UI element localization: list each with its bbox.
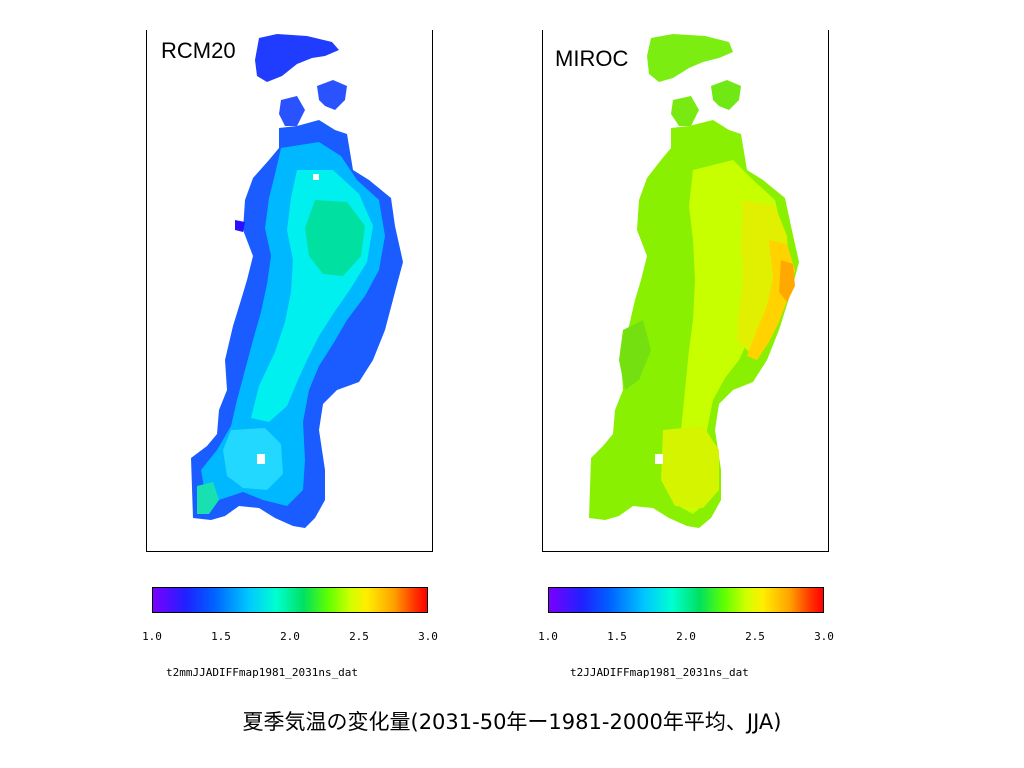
dataset-name-right: t2JJADIFFmap1981_2031ns_dat [570,666,749,679]
colorbar-ticks-right: 1.0 1.5 2.0 2.5 3.0 [538,630,838,646]
map-panel-rcm20: RCM20 [146,30,433,552]
tick-label: 2.5 [745,630,765,643]
tick-label: 1.5 [211,630,231,643]
map-rcm20 [191,34,403,528]
tick-label: 2.0 [676,630,696,643]
colorbar-right [548,587,824,613]
tick-label: 2.5 [349,630,369,643]
dataset-name-left: t2mmJJADIFFmap1981_2031ns_dat [166,666,359,679]
map-panel-miroc: MIROC [542,30,829,552]
panel-label: MIROC [553,46,631,72]
tick-label: 2.0 [280,630,300,643]
tick-label: 3.0 [814,630,834,643]
map-miroc [589,34,799,528]
tick-label: 1.0 [538,630,558,643]
tick-label: 1.0 [142,630,162,643]
tick-label: 1.5 [607,630,627,643]
colorbar-left [152,587,428,613]
tick-label: 3.0 [418,630,438,643]
figure-caption: 夏季気温の変化量(2031-50年ー1981-2000年平均、JJA) [242,710,782,734]
panel-label: RCM20 [159,38,238,64]
colorbar-ticks-left: 1.0 1.5 2.0 2.5 3.0 [142,630,442,646]
